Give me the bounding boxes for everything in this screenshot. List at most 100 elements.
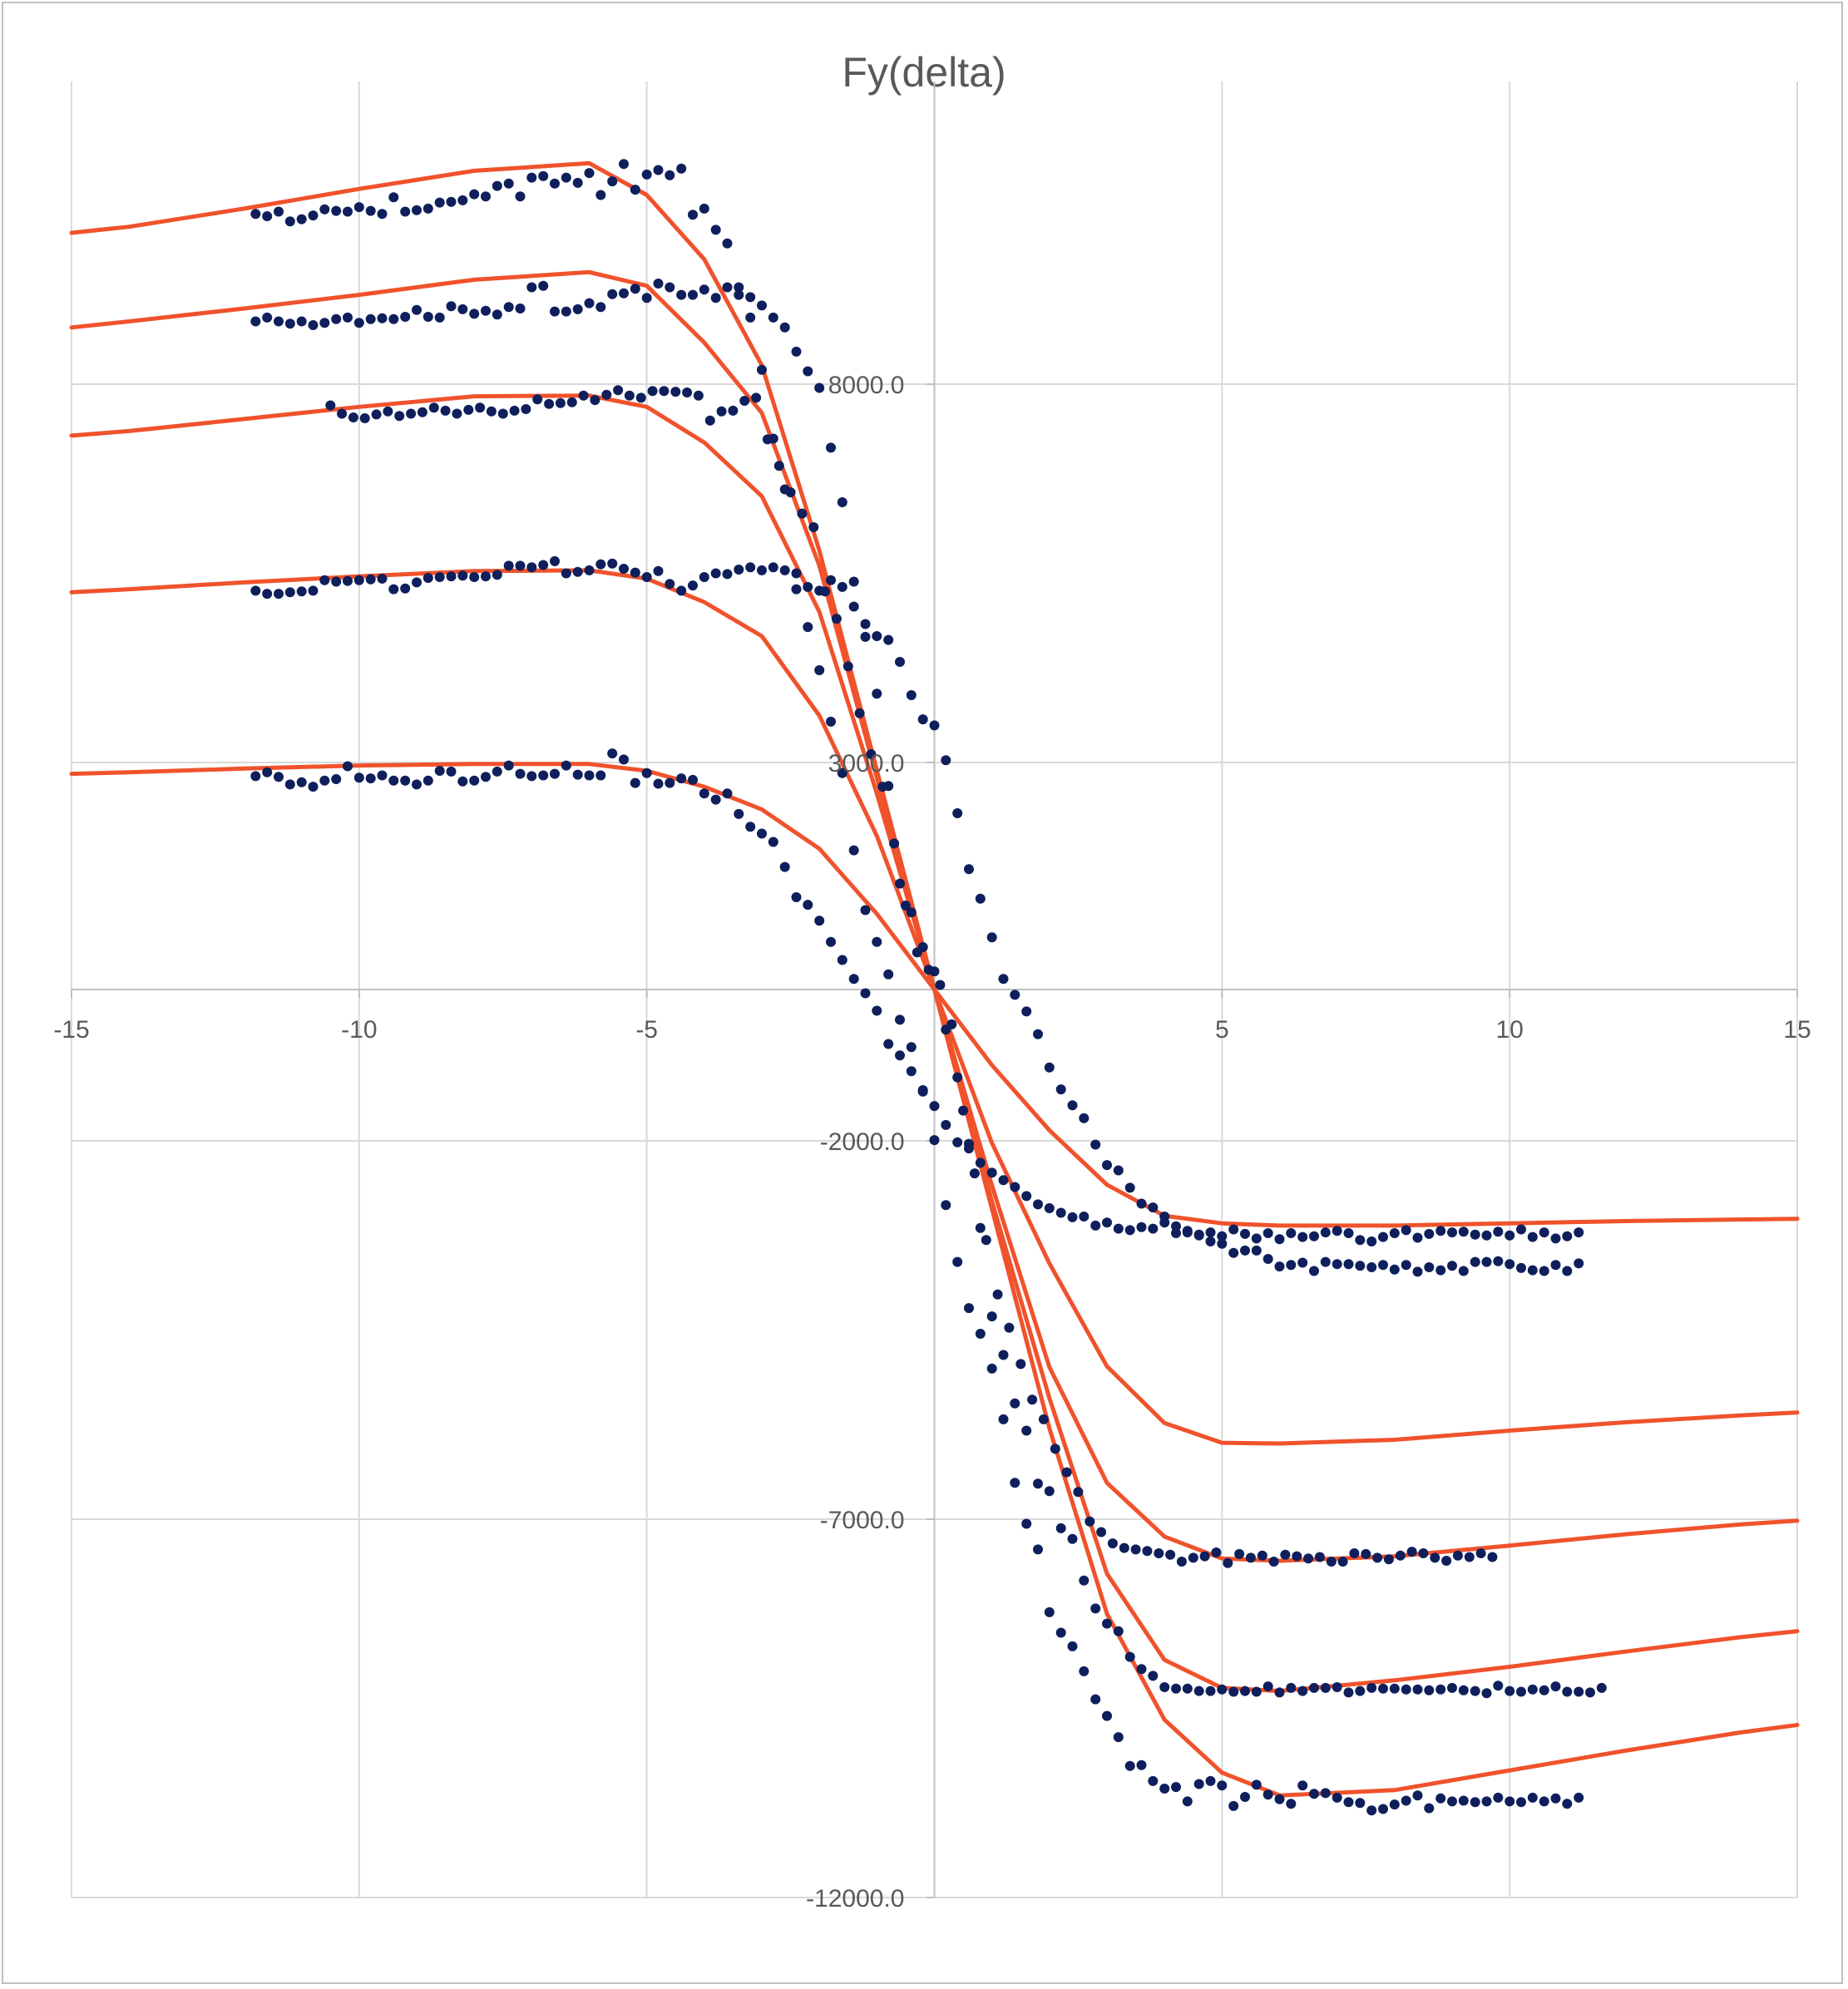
- data-point: [1412, 1790, 1423, 1801]
- data-point: [975, 1329, 986, 1339]
- model-curves: [69, 160, 1800, 1798]
- data-point: [1574, 1227, 1584, 1238]
- data-point: [1447, 1682, 1457, 1693]
- data-point: [1113, 1165, 1124, 1176]
- data-point: [521, 404, 531, 414]
- data-point: [503, 760, 514, 771]
- data-point: [773, 461, 784, 471]
- data-point: [538, 770, 549, 781]
- data-point: [1159, 1682, 1170, 1692]
- y-tick-label: 3000.0: [828, 750, 905, 777]
- data-point: [377, 770, 388, 781]
- data-point: [998, 1350, 1009, 1360]
- data-point: [1458, 1226, 1469, 1237]
- data-point: [1079, 1575, 1090, 1586]
- data-point: [734, 289, 744, 300]
- data-point: [457, 304, 468, 314]
- data-point: [481, 191, 491, 202]
- data-point: [1562, 1231, 1573, 1241]
- data-point: [1401, 1260, 1411, 1271]
- data-point: [946, 1019, 957, 1029]
- data-point: [434, 312, 445, 323]
- data-point: [1332, 1682, 1342, 1692]
- data-point: [1055, 1207, 1066, 1218]
- data-point: [550, 768, 560, 779]
- data-point: [929, 1101, 940, 1112]
- data-point: [1562, 1799, 1573, 1809]
- data-point: [1292, 1551, 1302, 1562]
- data-point: [319, 204, 330, 215]
- measured-3-points: [325, 385, 1498, 1568]
- data-point: [388, 192, 399, 203]
- data-point: [1372, 1552, 1383, 1563]
- data-point: [1262, 1254, 1273, 1264]
- data-point: [1090, 1220, 1101, 1231]
- data-point: [848, 974, 859, 985]
- data-point: [895, 878, 905, 889]
- data-point: [1366, 1236, 1377, 1246]
- data-point: [1516, 1686, 1526, 1697]
- data-point: [1124, 1760, 1135, 1771]
- data-point: [665, 170, 675, 180]
- data-point: [1309, 1231, 1319, 1241]
- data-point: [1447, 1796, 1457, 1807]
- data-point: [584, 565, 595, 575]
- data-point: [803, 900, 813, 911]
- data-point: [572, 177, 583, 188]
- data-point: [1574, 1686, 1584, 1697]
- data-point: [538, 280, 549, 291]
- data-point: [1378, 1683, 1388, 1694]
- data-point: [722, 569, 733, 580]
- data-point: [274, 589, 284, 600]
- data-point: [412, 577, 422, 588]
- data-point: [986, 1363, 997, 1374]
- data-point: [331, 774, 342, 784]
- data-point: [998, 1175, 1009, 1186]
- data-point: [348, 412, 358, 422]
- data-point: [262, 767, 273, 777]
- data-point: [837, 767, 847, 778]
- data-point: [757, 300, 767, 311]
- data-point: [1389, 1264, 1400, 1275]
- data-point: [1073, 1487, 1084, 1498]
- data-point: [1217, 1684, 1228, 1695]
- data-point: [992, 1289, 1003, 1300]
- data-point: [343, 575, 353, 586]
- data-point: [422, 775, 433, 786]
- data-point: [693, 390, 704, 401]
- data-point: [826, 936, 836, 947]
- data-point: [1401, 1795, 1411, 1806]
- data-point: [751, 392, 762, 403]
- data-point: [1337, 1557, 1348, 1567]
- data-point: [1516, 1224, 1526, 1235]
- data-point: [601, 389, 612, 400]
- data-point: [526, 562, 537, 573]
- data-point: [1171, 1221, 1181, 1231]
- data-point: [296, 316, 307, 327]
- y-tick-label: -12000.0: [806, 1885, 904, 1912]
- data-point: [1067, 1641, 1078, 1651]
- data-point: [463, 404, 474, 415]
- data-point: [1033, 1199, 1043, 1210]
- data-point: [981, 1235, 991, 1246]
- data-point: [791, 584, 802, 595]
- data-point: [1038, 1414, 1049, 1424]
- data-point: [1505, 1796, 1515, 1807]
- data-point: [1464, 1552, 1475, 1562]
- data-point: [1010, 990, 1020, 1000]
- data-point: [704, 415, 715, 426]
- data-point: [895, 1050, 905, 1061]
- data-point: [619, 564, 629, 574]
- data-point: [469, 775, 480, 786]
- data-point: [665, 777, 675, 788]
- data-point: [797, 508, 808, 519]
- data-point: [688, 289, 698, 300]
- data-point: [964, 864, 974, 875]
- data-point: [791, 568, 802, 579]
- data-point: [975, 1222, 986, 1233]
- data-point: [486, 406, 497, 417]
- data-point: [492, 570, 502, 580]
- data-point: [1211, 1547, 1222, 1557]
- data-point: [1182, 1683, 1193, 1694]
- data-point: [1188, 1552, 1198, 1563]
